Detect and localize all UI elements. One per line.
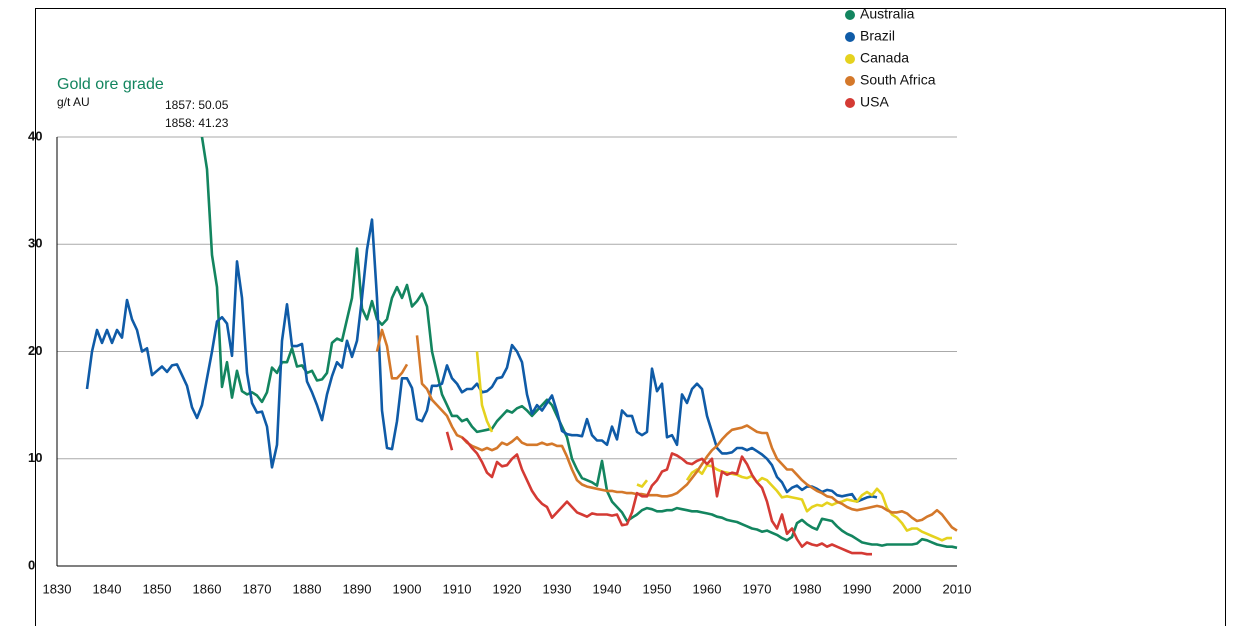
chart-title: Gold ore grade [57,76,164,93]
y-tick-label: 30 [28,236,42,251]
x-tick-label: 1870 [243,581,272,596]
x-tick-label: 1930 [543,581,572,596]
y-axis-label: g/t AU [57,95,90,109]
x-tick-label: 2010 [943,581,972,596]
legend-label: Canada [860,50,909,66]
data-line [375,328,958,532]
x-tick-label: 1830 [43,581,72,596]
x-tick-label: 1980 [793,581,822,596]
y-tick-label: 40 [28,128,42,143]
legend-swatch [845,10,855,20]
x-tick-label: 1850 [143,581,172,596]
legend-swatch [845,76,855,86]
x-tick-label: 1970 [743,581,772,596]
x-tick-label: 1900 [393,581,422,596]
legend-swatch [845,32,855,42]
plot-area [85,137,958,556]
y-tick-label: 20 [28,343,42,358]
legend-label: USA [860,94,889,110]
x-tick-label: 1920 [493,581,522,596]
x-tick-label: 1910 [443,581,472,596]
x-tick-label: 1840 [93,581,122,596]
y-tick-label: 10 [28,450,42,465]
x-tick-label: 1860 [193,581,222,596]
x-tick-label: 1950 [643,581,672,596]
x-tick-label: 1880 [293,581,322,596]
legend-swatch [845,98,855,108]
x-tick-label: 2000 [893,581,922,596]
x-tick-label: 1990 [843,581,872,596]
data-line [85,218,878,503]
legend-label: Australia [860,6,915,22]
annotation: 1857: 50.05 [165,98,229,112]
frame [35,8,1226,626]
legend-swatch [845,54,855,64]
legend-label: South Africa [860,72,936,88]
x-tick-label: 1960 [693,581,722,596]
data-line [445,431,872,556]
x-tick-label: 1940 [593,581,622,596]
x-tick-label: 1890 [343,581,372,596]
annotation: 1858: 41.23 [165,116,229,130]
legend-label: Brazil [860,28,895,44]
y-tick-label: 0 [28,557,35,572]
data-line [200,137,958,550]
